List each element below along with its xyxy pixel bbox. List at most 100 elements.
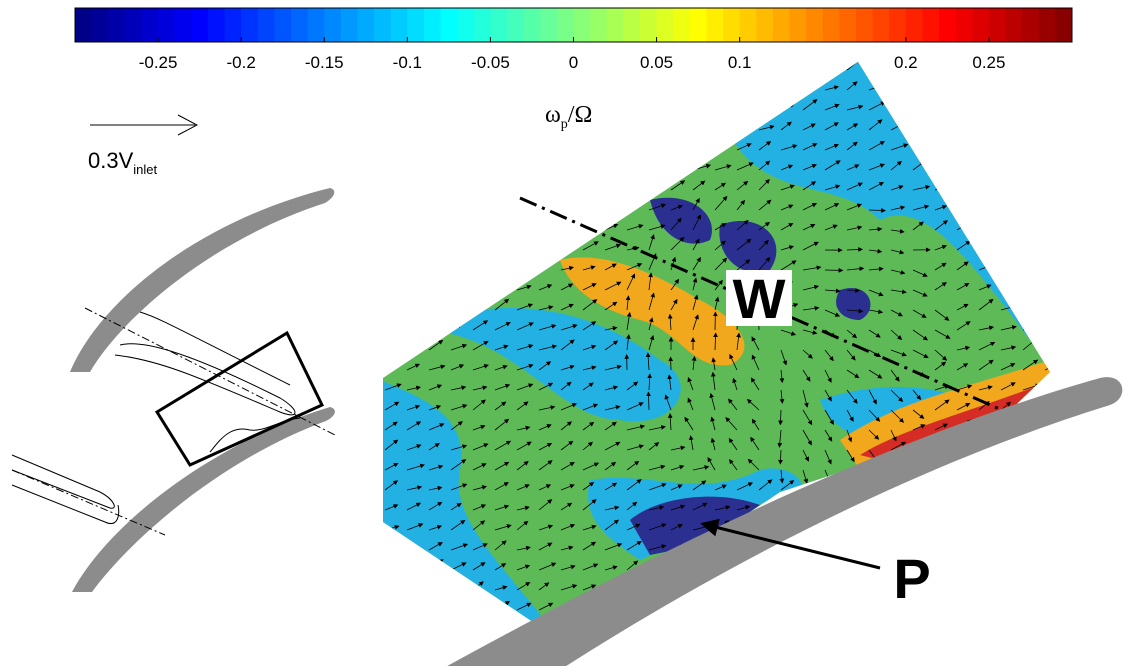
velocity-vector: [450, 519, 466, 531]
velocity-vector: [736, 103, 751, 111]
velocity-vector: [604, 421, 617, 431]
velocity-vector: [780, 121, 792, 131]
velocity-vector: [494, 181, 510, 191]
velocity-vector: [956, 282, 970, 291]
velocity-vector: [824, 369, 832, 383]
velocity-vector: [384, 164, 397, 171]
velocity-vector: [780, 144, 798, 151]
colorbar-step: [1038, 8, 1056, 42]
velocity-vector: [956, 345, 971, 351]
velocity-vector: [824, 85, 839, 91]
velocity-vector: [729, 459, 738, 471]
velocity-vector: [1000, 281, 1012, 291]
velocity-vector: [934, 204, 948, 211]
colorbar-step: [1022, 8, 1040, 42]
velocity-vector: [1000, 484, 1017, 491]
velocity-vector: [450, 459, 467, 471]
velocity-vector: [1044, 122, 1050, 131]
velocity-vector: [714, 195, 728, 211]
velocity-vector: [1000, 184, 1016, 191]
velocity-vector: [978, 119, 993, 131]
velocity-vector: [626, 311, 632, 331]
velocity-vector: [1022, 545, 1036, 551]
velocity-vector: [956, 583, 970, 591]
velocity-vector: [846, 203, 863, 211]
velocity-vector: [1022, 123, 1037, 131]
velocity-vector: [384, 480, 399, 491]
velocity-vector: [751, 354, 760, 371]
colorbar-step: [124, 8, 142, 42]
velocity-vector: [450, 421, 463, 431]
velocity-vector: [582, 441, 593, 451]
velocity-vector: [450, 343, 468, 351]
velocity-vector: [472, 164, 486, 171]
velocity-vector: [692, 256, 701, 271]
velocity-vector: [1000, 103, 1013, 111]
colorbar-step: [374, 8, 392, 42]
colorbar-tick-label: 0.05: [640, 53, 673, 72]
velocity-vector: [725, 417, 738, 431]
velocity-vector: [1022, 301, 1039, 311]
velocity-vector: [912, 309, 927, 318]
velocity-vector: [648, 203, 667, 211]
velocity-vector: [560, 339, 575, 351]
velocity-vector: [604, 482, 618, 491]
velocity-vector: [1044, 625, 1050, 631]
colorbar-step: [174, 8, 192, 42]
colorbar-step: [639, 8, 658, 42]
velocity-vector: [626, 540, 642, 551]
velocity-vector: [516, 262, 534, 271]
velocity-vector: [868, 141, 885, 151]
velocity-vector: [846, 329, 858, 339]
colorbar-tick-label: -0.05: [471, 53, 510, 72]
velocity-vector: [890, 525, 904, 531]
velocity-vector: [626, 381, 639, 391]
velocity-vector: [1044, 81, 1050, 91]
velocity-vector: [428, 163, 443, 171]
colorbar-step: [855, 8, 874, 42]
colorbar-step: [789, 8, 807, 42]
velocity-vector: [956, 240, 971, 251]
velocity-vector: [736, 584, 750, 591]
velocity-vector: [538, 199, 555, 211]
velocity-vector: [494, 585, 508, 591]
velocity-vector: [647, 373, 653, 391]
velocity-vector: [604, 144, 622, 151]
velocity-vector: [846, 544, 865, 551]
velocity-vector: [1044, 379, 1050, 391]
velocity-vector: [978, 385, 993, 391]
velocity-vector: [978, 284, 992, 291]
velocity-vector: [802, 241, 819, 251]
velocity-vector: [1044, 318, 1050, 331]
velocity-vector: [736, 624, 755, 631]
velocity-vector: [428, 105, 442, 111]
velocity-vector: [912, 141, 929, 151]
velocity-vector: [934, 123, 948, 131]
velocity-vector: [384, 123, 402, 131]
velocity-vector: [714, 582, 729, 591]
velocity-vector: [1000, 382, 1016, 391]
colorbar-step: [673, 8, 691, 42]
velocity-vector: [1044, 245, 1050, 251]
velocity-vector: [710, 416, 716, 431]
velocity-vector: [604, 82, 618, 91]
velocity-vector: [406, 201, 422, 211]
velocity-vector: [384, 421, 398, 431]
velocity-vector: [692, 180, 706, 191]
velocity-vector: [428, 223, 442, 231]
pointer-arrow: [700, 518, 881, 570]
velocity-vector: [758, 599, 774, 611]
velocity-vector: [934, 103, 953, 111]
velocity-vector: [472, 520, 486, 531]
velocity-vector: [846, 266, 865, 272]
velocity-vector: [667, 374, 673, 391]
colorbar-frame: [74, 7, 1073, 43]
colorbar-tick-label: -0.15: [305, 53, 344, 72]
colorbar-step: [939, 8, 957, 42]
velocity-vector: [625, 295, 631, 311]
velocity-vector: [648, 505, 665, 511]
velocity-vector: [890, 309, 903, 317]
velocity-vector: [846, 563, 865, 571]
velocity-vector: [780, 164, 794, 171]
velocity-vector: [626, 501, 638, 511]
